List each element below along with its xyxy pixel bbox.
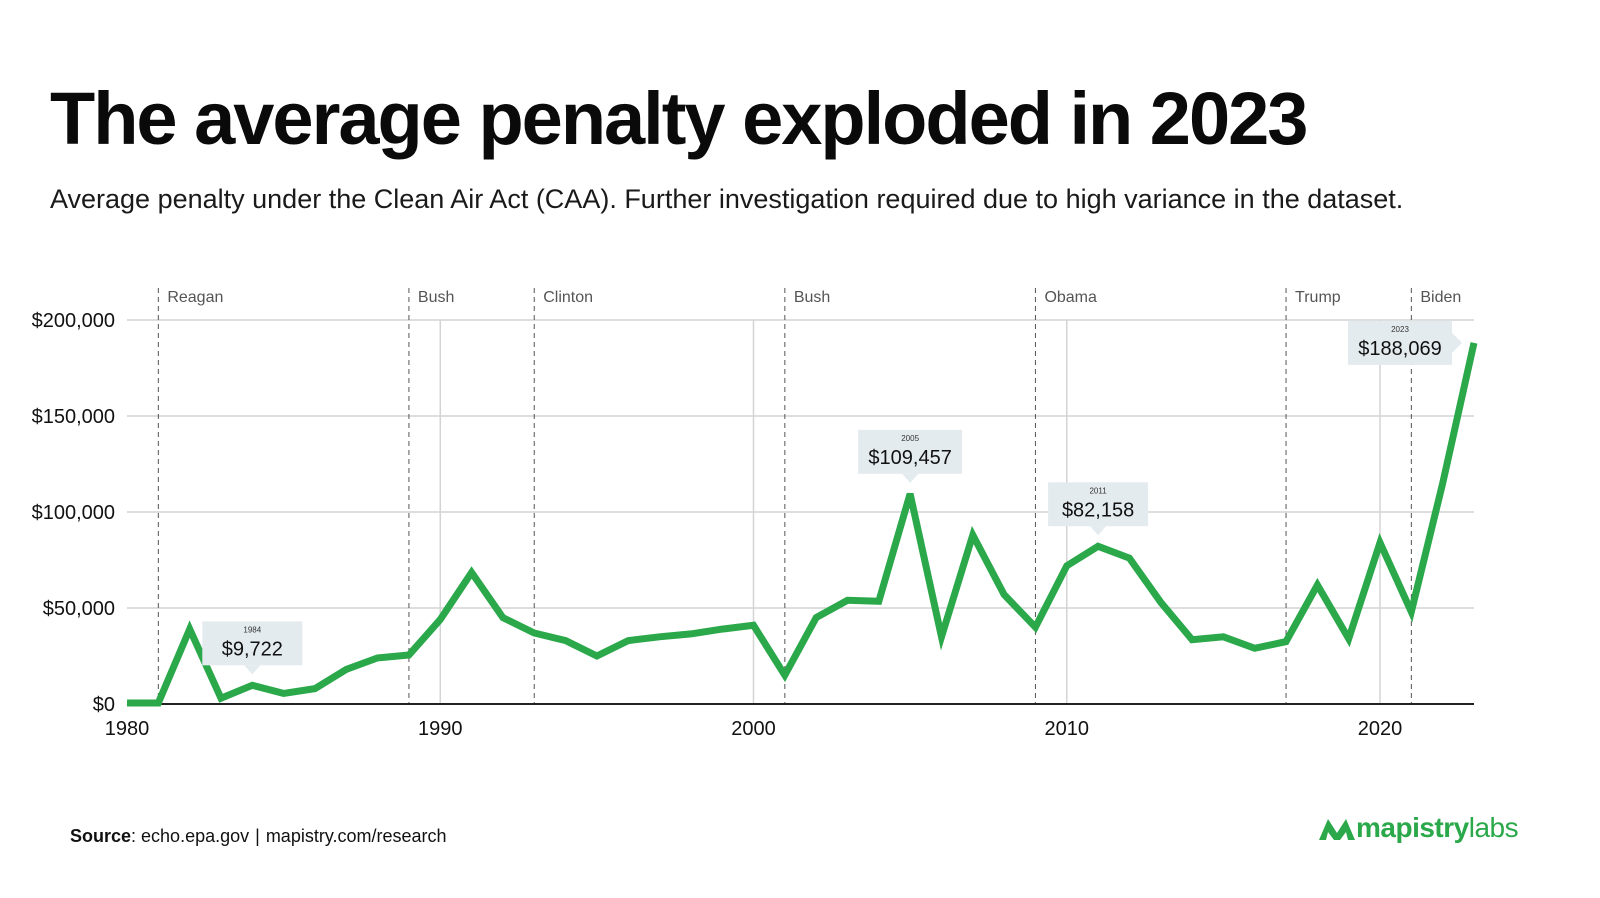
source-link[interactable]: mapistry.com/research (265, 826, 447, 846)
x-tick-label: 2020 (1358, 718, 1403, 740)
callout-box (202, 621, 303, 666)
x-tick-label: 2000 (731, 718, 776, 740)
source-separator: | (255, 826, 260, 846)
x-tick-label: 1990 (418, 718, 463, 740)
source-label: Source (70, 826, 132, 846)
data-series-line (127, 342, 1478, 707)
brand-wordmark: mapistrylabs (1356, 812, 1519, 844)
callout-value: $9,722 (222, 638, 283, 660)
callout-box (858, 429, 963, 474)
y-tick-label: $0 (93, 694, 115, 716)
source-note: Source: echo.epa.gov | mapistry.com/resear… (70, 826, 447, 847)
callout-box (1348, 320, 1452, 365)
callout-pointer (902, 473, 919, 483)
era-label: Obama (1044, 289, 1097, 306)
era-label: Reagan (167, 289, 223, 306)
y-tick-label: $100,000 (32, 502, 115, 524)
callout-value: $188,069 (1358, 338, 1441, 360)
chart-title: The average penalty exploded in 2023 (50, 77, 1308, 160)
callout-pointer (1090, 526, 1107, 536)
era-label: Bush (794, 289, 830, 306)
brand-secondary: labs (1468, 812, 1519, 843)
callout-pointer (1452, 332, 1462, 353)
callout-year: 2011 (1089, 486, 1107, 495)
y-tick-label: $50,000 (43, 598, 115, 620)
brand-logo: mapistrylabs (1318, 812, 1519, 844)
x-tick-label: 2010 (1045, 718, 1090, 740)
y-tick-label: $150,000 (32, 406, 115, 428)
x-tick-label: 1980 (105, 718, 150, 740)
brand-primary: mapistry (1356, 812, 1469, 843)
mountain-logo-icon (1319, 819, 1355, 840)
era-label: Trump (1295, 289, 1341, 306)
era-label: Bush (418, 289, 454, 306)
era-label: Biden (1420, 289, 1461, 306)
y-tick-label: $200,000 (32, 310, 115, 332)
callout-year: 2005 (901, 434, 919, 443)
callout-box (1048, 482, 1149, 527)
callout-year: 2023 (1391, 325, 1409, 334)
callout-value: $82,158 (1062, 499, 1134, 521)
chart-subtitle: Average penalty under the Clean Air Act … (50, 184, 1404, 214)
callout-pointer (244, 665, 261, 675)
callout-year: 1984 (243, 625, 261, 634)
source-text: : echo.epa.gov (131, 826, 250, 846)
callout-value: $109,457 (868, 447, 951, 469)
era-label: Clinton (543, 289, 593, 306)
